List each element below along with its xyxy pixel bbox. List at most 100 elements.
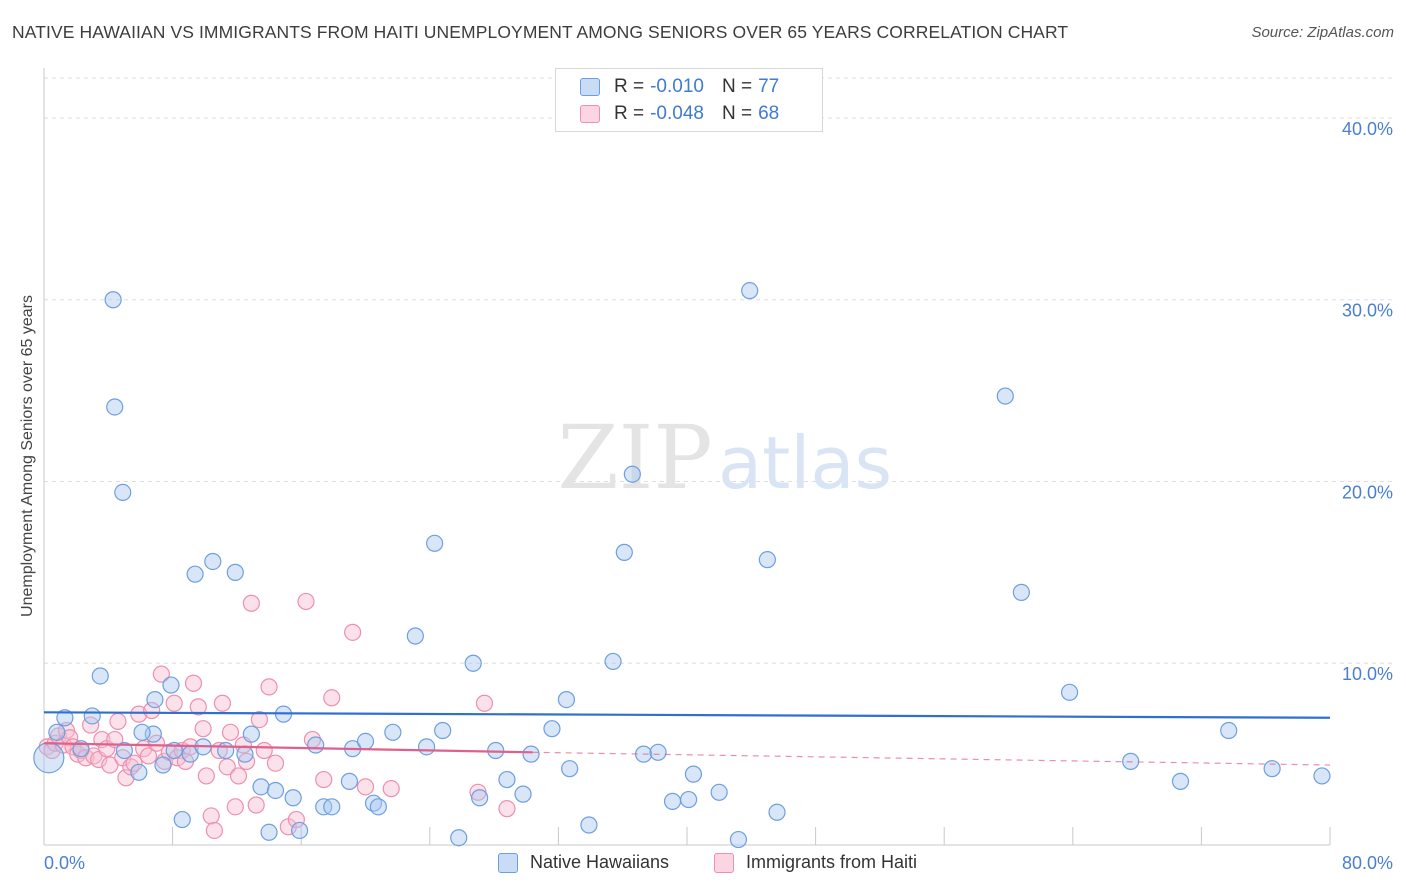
legend-row-immigrants-from-haiti: R = -0.048 N = 68 xyxy=(580,102,779,126)
legend-n-value: 77 xyxy=(758,76,780,97)
legend-r-label: R = xyxy=(614,76,645,97)
data-point xyxy=(165,694,183,712)
data-point xyxy=(186,565,204,583)
data-point xyxy=(106,398,124,416)
x-tick-label: 0.0% xyxy=(44,853,85,873)
data-point xyxy=(406,627,424,645)
chart-title: NATIVE HAWAIIAN VS IMMIGRANTS FROM HAITI… xyxy=(12,22,1069,42)
data-point xyxy=(266,781,285,800)
data-point xyxy=(471,789,489,807)
data-point xyxy=(250,710,269,729)
data-point xyxy=(236,745,254,763)
data-point xyxy=(197,767,215,785)
data-point xyxy=(162,676,180,694)
data-point xyxy=(61,729,79,747)
data-point xyxy=(143,701,161,720)
data-point xyxy=(147,734,166,752)
watermark-atlas: atlas xyxy=(718,421,892,505)
data-point xyxy=(356,778,375,796)
data-point xyxy=(101,756,119,774)
data-point xyxy=(130,763,148,781)
data-point xyxy=(297,592,315,611)
data-point xyxy=(741,282,759,300)
legend-item-native-hawaiians[interactable]: Native Hawaiians xyxy=(498,852,669,873)
data-point xyxy=(287,810,305,829)
data-point xyxy=(315,770,333,789)
data-point xyxy=(996,387,1014,405)
data-point xyxy=(323,689,341,707)
data-point xyxy=(464,654,482,672)
data-point xyxy=(104,291,122,309)
data-point xyxy=(154,756,172,774)
data-point xyxy=(623,465,641,483)
data-point xyxy=(194,720,212,738)
data-point xyxy=(1012,583,1030,601)
trend-lines xyxy=(43,711,1331,766)
data-point xyxy=(758,551,776,569)
data-point xyxy=(729,830,748,849)
data-point xyxy=(56,709,74,727)
legend-swatch-blue xyxy=(498,852,518,873)
data-point xyxy=(604,652,622,671)
data-point xyxy=(33,742,65,774)
data-point xyxy=(684,765,703,783)
data-point xyxy=(109,712,127,731)
y-tick-label: 10.0% xyxy=(1342,664,1393,684)
data-point xyxy=(323,798,341,816)
data-point xyxy=(680,790,698,809)
legend-n-value: 68 xyxy=(758,103,780,124)
correlation-legend: R = -0.010 N = 77 R = -0.048 N = 68 xyxy=(555,68,823,132)
data-point xyxy=(340,772,359,790)
legend-swatch-blue xyxy=(580,78,600,96)
data-point xyxy=(498,800,516,818)
data-point xyxy=(615,543,633,561)
data-point xyxy=(115,741,133,760)
legend-r-value: -0.010 xyxy=(650,76,704,97)
data-point xyxy=(561,760,579,778)
data-point xyxy=(710,783,728,801)
data-point xyxy=(125,754,143,772)
legend-label: Immigrants from Haiti xyxy=(746,852,918,872)
y-tick-label: 40.0% xyxy=(1342,119,1393,139)
data-point xyxy=(663,792,682,810)
series-immigrants-from-haiti xyxy=(38,592,516,840)
data-point xyxy=(344,623,362,641)
tick-labels: 10.0% 20.0% 30.0% 40.0% 0.0% 80.0% xyxy=(44,119,1393,873)
data-point xyxy=(189,698,207,716)
data-point xyxy=(426,534,444,552)
legend-swatch-pink xyxy=(580,105,600,123)
data-point xyxy=(117,769,135,787)
data-point xyxy=(213,694,232,712)
y-tick-label: 30.0% xyxy=(1342,301,1393,321)
data-point xyxy=(1220,721,1238,740)
data-point xyxy=(266,754,285,772)
data-point xyxy=(255,741,273,760)
legend-item-immigrants-from-haiti[interactable]: Immigrants from Haiti xyxy=(714,852,917,873)
data-point xyxy=(252,778,270,796)
data-point xyxy=(202,807,220,825)
data-point xyxy=(369,798,387,816)
data-point xyxy=(1313,767,1331,785)
data-point xyxy=(434,721,452,740)
data-point xyxy=(382,780,400,798)
legend-n-label: N = xyxy=(721,103,753,124)
data-point xyxy=(768,803,786,821)
data-point xyxy=(260,823,278,841)
source-credit: Source: ZipAtlas.com xyxy=(1251,24,1394,41)
data-point xyxy=(217,741,235,760)
data-point xyxy=(139,747,158,765)
data-point xyxy=(514,785,532,803)
data-point xyxy=(184,674,203,692)
data-point xyxy=(1263,760,1281,778)
data-point xyxy=(242,725,260,743)
data-point xyxy=(229,767,248,785)
watermark-zip: ZIP xyxy=(557,406,712,509)
data-point xyxy=(450,829,468,847)
legend-label: Native Hawaiians xyxy=(530,852,670,872)
trend-line-extension-immigrants-from-haiti xyxy=(532,751,1331,766)
legend-row-native-hawaiians: R = -0.010 N = 77 xyxy=(580,75,779,99)
legend-n-label: N = xyxy=(721,76,753,97)
data-point xyxy=(356,732,375,751)
data-point xyxy=(1171,772,1190,790)
